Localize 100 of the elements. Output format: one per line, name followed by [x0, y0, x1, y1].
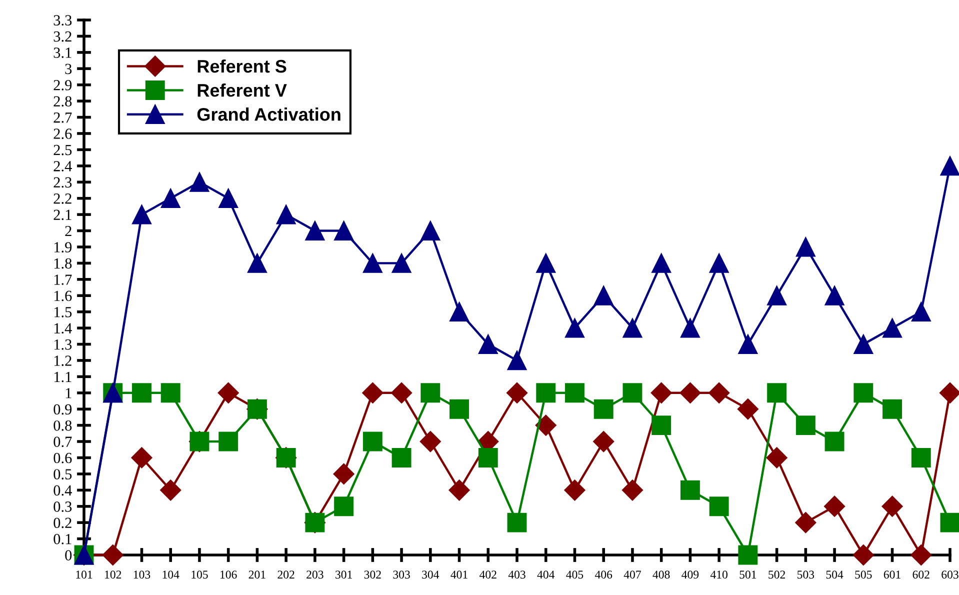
point: [882, 496, 903, 517]
x-tick-label: 408: [652, 570, 670, 579]
y-tick-label: 2: [65, 226, 72, 236]
x-tick-label: 501: [740, 570, 756, 579]
y-tick-label: 2.4: [54, 161, 72, 172]
y-tick-label: 2.8: [54, 96, 72, 107]
x-tick-label: 101: [76, 570, 92, 579]
x-tick-label: 409: [682, 570, 699, 579]
point: [593, 431, 614, 452]
legend-label: Referent V: [198, 84, 287, 97]
point: [448, 480, 470, 501]
point: [824, 432, 844, 452]
point: [362, 432, 382, 452]
point: [594, 286, 614, 306]
y-tick-label: 0: [65, 550, 72, 560]
point: [854, 383, 874, 403]
point: [910, 544, 932, 566]
point: [940, 156, 959, 176]
point: [564, 480, 586, 501]
point: [824, 496, 846, 517]
point: [535, 414, 556, 436]
x-tick-label: 602: [912, 570, 930, 579]
y-tick-label: 3: [65, 64, 72, 74]
x-tick-label: 603: [942, 570, 958, 579]
point: [420, 383, 440, 403]
point: [420, 431, 441, 452]
point: [940, 512, 959, 532]
point: [392, 253, 412, 273]
x-tick-label: 103: [134, 570, 150, 579]
x-tick-label: 406: [594, 570, 612, 579]
point: [767, 383, 787, 403]
x-tick-label: 304: [422, 570, 440, 579]
point: [882, 399, 902, 419]
y-tick-label: 2.6: [54, 128, 72, 140]
point: [852, 544, 874, 566]
point: [507, 512, 527, 532]
point: [362, 382, 384, 404]
point: [622, 480, 643, 501]
y-tick-label: 1.6: [54, 290, 72, 302]
y-tick-label: 3.1: [54, 48, 72, 58]
x-tick-label: 402: [480, 570, 496, 579]
point: [160, 383, 180, 403]
y-tick-label: 1.5: [54, 307, 72, 318]
x-tick-label: 601: [884, 570, 900, 579]
y-tick-label: 2.1: [54, 210, 72, 220]
y-tick-label: 1.1: [54, 372, 72, 382]
point: [622, 383, 642, 403]
x-tick-label: 502: [768, 570, 786, 579]
point: [796, 416, 816, 436]
point: [160, 188, 180, 208]
y-tick-label: 1.4: [54, 323, 72, 334]
x-tick-label: 410: [710, 570, 728, 579]
y-tick-label: 2.2: [54, 194, 72, 204]
point: [939, 382, 959, 404]
x-tick-label: 405: [566, 570, 584, 579]
point: [766, 447, 788, 468]
point: [536, 253, 556, 273]
y-tick-label: 1.8: [54, 258, 72, 269]
y-tick-label: 1.2: [54, 356, 72, 366]
x-tick-label: 403: [508, 570, 526, 579]
point: [882, 318, 902, 338]
y-tick-label: 3.3: [54, 15, 72, 26]
point: [565, 383, 584, 403]
x-tick-label: 505: [855, 570, 872, 579]
y-tick-label: 0.2: [54, 518, 72, 528]
point: [565, 318, 584, 338]
x-tick-label: 303: [393, 570, 410, 579]
point: [218, 432, 238, 452]
y-tick-label: 3.2: [54, 31, 72, 42]
point: [911, 448, 931, 468]
point: [305, 221, 325, 240]
point: [767, 286, 787, 306]
point: [709, 253, 729, 273]
x-tick-label: 201: [248, 570, 266, 579]
point: [392, 448, 412, 468]
point: [362, 253, 382, 273]
point: [132, 204, 152, 224]
x-tick-label: 202: [278, 570, 294, 579]
y-tick-label: 0.8: [54, 420, 72, 431]
point: [190, 172, 210, 192]
point: [680, 318, 700, 338]
y-tick-label: 2.3: [54, 177, 72, 188]
point: [507, 350, 527, 370]
point: [652, 253, 672, 273]
point: [247, 253, 267, 273]
point: [478, 448, 498, 468]
x-tick-label: 404: [537, 570, 555, 579]
x-tick-label: 106: [220, 570, 237, 579]
point: [132, 383, 152, 403]
point: [795, 512, 816, 534]
x-tick-label: 401: [450, 570, 468, 579]
y-tick-label: 0.7: [54, 436, 72, 448]
y-tick-label: 1.9: [54, 242, 72, 252]
point: [334, 221, 354, 240]
x-tick-label: 104: [162, 570, 180, 579]
point: [737, 398, 758, 420]
point: [478, 334, 498, 354]
y-tick-label: 2.7: [54, 112, 72, 123]
point: [333, 463, 354, 484]
point: [218, 188, 238, 208]
